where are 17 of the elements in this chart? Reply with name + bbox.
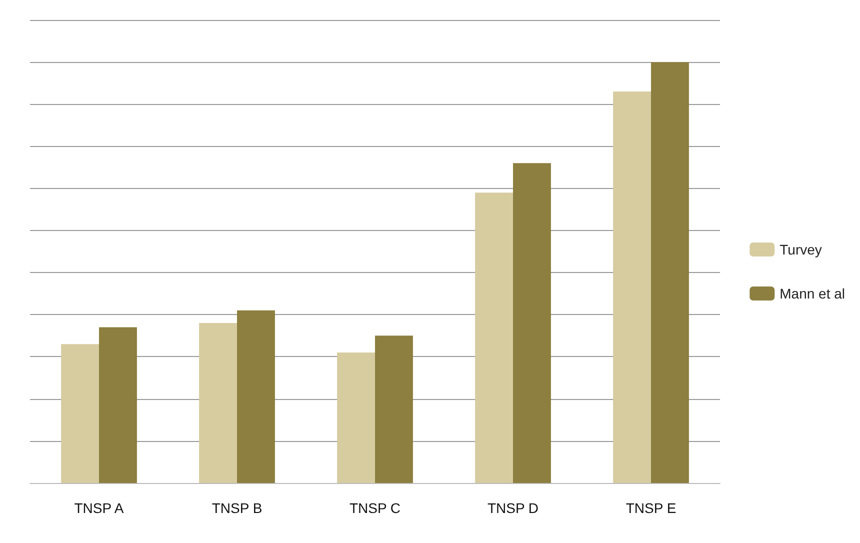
x-tick-label: TNSP D [487,500,539,516]
x-tick-label: TNSP A [74,500,124,516]
bar [475,192,513,483]
bar [651,62,689,483]
bar [613,92,651,483]
legend-label: Mann et al [780,286,846,302]
x-tick-label: TNSP B [212,500,262,516]
bar [99,327,137,483]
legend-label: Turvey [780,242,822,258]
bar [61,344,99,483]
x-tick-label: TNSP C [349,500,401,516]
bar [337,352,375,483]
bar [199,323,237,483]
bar [237,310,275,483]
bar [375,336,413,483]
bar [513,163,551,483]
x-tick-label: TNSP E [626,500,676,516]
